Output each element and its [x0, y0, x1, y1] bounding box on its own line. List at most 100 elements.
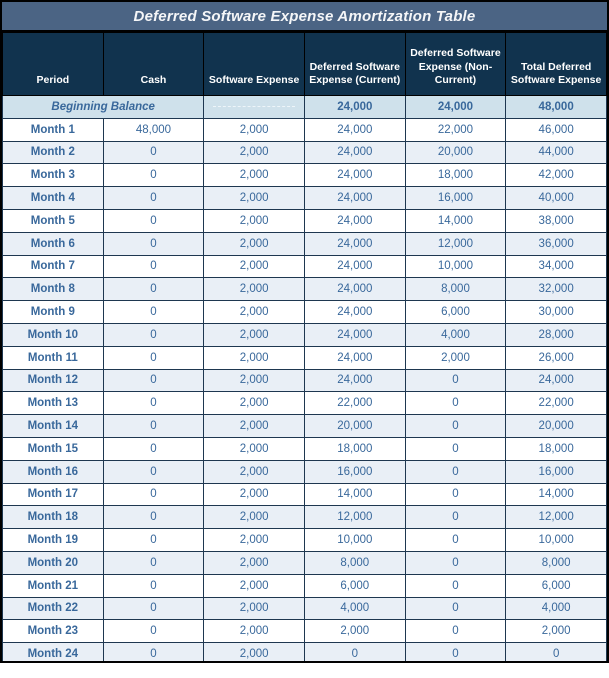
cell-period: Month 1	[2, 117, 104, 142]
cell-value: 0	[102, 459, 205, 484]
amortization-table: Period Cash Software Expense Deferred Softw…	[2, 32, 607, 661]
cell-software-expense-empty	[203, 95, 305, 119]
cell-period: Month 13	[2, 391, 104, 416]
cell-value: 24,000	[303, 300, 406, 324]
cell-value: 2,000	[203, 186, 305, 210]
cell-value: 2,000	[203, 140, 305, 165]
cell-value: 22,000	[303, 391, 406, 416]
cell-value: 24,000	[505, 368, 607, 393]
table-frame: Deferred Software Expense Amortization T…	[0, 0, 609, 663]
table-row: Month 24 0 2,000 0 0 0	[2, 642, 607, 661]
cell-value: 0	[404, 505, 507, 530]
cell-value: 0	[102, 163, 205, 188]
cell-value: 0	[102, 322, 205, 347]
cell-value: 18,000	[505, 436, 607, 461]
cell-period: Month 3	[2, 163, 104, 188]
cell-value: 0	[102, 186, 205, 210]
cell-value: 24,000	[303, 117, 406, 142]
cell-period: Month 22	[2, 596, 104, 621]
cell-value: 0	[102, 368, 205, 393]
cell-value: 4,000	[303, 596, 406, 621]
column-header-1: Period	[2, 32, 104, 96]
cell-period: Month 18	[2, 505, 104, 530]
table-row: Month 22 0 2,000 4,000 0 4,000	[2, 596, 607, 621]
cell-value: 6,000	[303, 573, 406, 598]
cell-value: 4,000	[404, 322, 507, 347]
cell-value: 2,000	[203, 596, 305, 621]
table-row: Month 12 0 2,000 24,000 0 24,000	[2, 368, 607, 393]
cell-period: Month 4	[2, 186, 104, 210]
cell-value: 18,000	[404, 163, 507, 188]
cell-value: 10,000	[505, 528, 607, 552]
cell-value: 0	[404, 550, 507, 575]
cell-value: 0	[404, 596, 507, 621]
cell-value: 42,000	[505, 163, 607, 188]
cell-value: 6,000	[505, 573, 607, 598]
cell-value: 10,000	[303, 528, 406, 552]
cell-value: 24,000	[303, 140, 406, 165]
cell-value: 14,000	[404, 208, 507, 233]
column-header-6: Total Deferred Software Expense	[505, 32, 607, 96]
cell-period: Month 11	[2, 345, 104, 370]
cell-value: 0	[404, 573, 507, 598]
cell-period: Month 15	[2, 436, 104, 461]
cell-value: 38,000	[505, 208, 607, 233]
cell-value: 18,000	[303, 436, 406, 461]
cell-value: 0	[404, 642, 507, 661]
cell-value: 12,000	[505, 505, 607, 530]
header-row: Period Cash Software Expense Deferred Softw…	[2, 32, 607, 96]
cell-value: 16,000	[505, 459, 607, 484]
cell-value: 24,000	[303, 231, 406, 256]
cell-value: 2,000	[203, 505, 305, 530]
cell-value: 0	[404, 619, 507, 644]
cell-value: 24,000	[303, 95, 406, 119]
cell-value: 12,000	[404, 231, 507, 256]
cell-period: Month 9	[2, 300, 104, 324]
cell-period: Month 2	[2, 140, 104, 165]
cell-value: 20,000	[505, 414, 607, 438]
cell-value: 0	[102, 414, 205, 438]
cell-value: 24,000	[404, 95, 507, 119]
cell-value: 0	[102, 391, 205, 416]
cell-value: 0	[102, 300, 205, 324]
cell-value: 2,000	[203, 436, 305, 461]
cell-value: 30,000	[505, 300, 607, 324]
cell-value: 24,000	[303, 163, 406, 188]
cell-value: 24,000	[303, 368, 406, 393]
table-row: Month 5 0 2,000 24,000 14,000 38,000	[2, 208, 607, 233]
cell-value: 2,000	[203, 368, 305, 393]
cell-value: 44,000	[505, 140, 607, 165]
cell-value: 0	[102, 277, 205, 302]
cell-value: 0	[404, 414, 507, 438]
cell-value: 0	[102, 528, 205, 552]
cell-value: 0	[102, 140, 205, 165]
cell-period: Month 8	[2, 277, 104, 302]
cell-value: 0	[102, 345, 205, 370]
cell-value: 36,000	[505, 231, 607, 256]
cell-value: 2,000	[203, 231, 305, 256]
table-row: Month 2 0 2,000 24,000 20,000 44,000	[2, 140, 607, 165]
cell-value: 24,000	[303, 254, 406, 279]
cell-value: 0	[102, 550, 205, 575]
cell-value: 16,000	[303, 459, 406, 484]
table-row: Month 20 0 2,000 8,000 0 8,000	[2, 550, 607, 575]
cell-period: Month 6	[2, 231, 104, 256]
cell-value: 2,000	[203, 163, 305, 188]
cell-value: 2,000	[505, 619, 607, 644]
cell-value: 2,000	[203, 345, 305, 370]
cell-value: 22,000	[505, 391, 607, 416]
table-row: Month 11 0 2,000 24,000 2,000 26,000	[2, 345, 607, 370]
cell-value: 28,000	[505, 322, 607, 347]
table-row: Month 4 0 2,000 24,000 16,000 40,000	[2, 186, 607, 210]
table-row: Month 7 0 2,000 24,000 10,000 34,000	[2, 254, 607, 279]
table-header: Period Cash Software Expense Deferred Softw…	[2, 32, 607, 96]
cell-value: 0	[404, 482, 507, 507]
cell-value: 20,000	[404, 140, 507, 165]
cell-value: 20,000	[303, 414, 406, 438]
cell-value: 2,000	[203, 391, 305, 416]
cell-value: 0	[404, 459, 507, 484]
cell-value: 0	[303, 642, 406, 661]
table-row: Month 1 48,000 2,000 24,000 22,000 46,000	[2, 117, 607, 142]
cell-value: 2,000	[203, 573, 305, 598]
cell-period: Month 12	[2, 368, 104, 393]
